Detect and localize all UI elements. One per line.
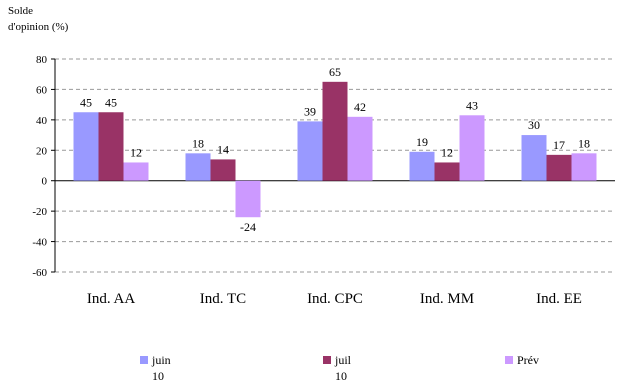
y-axis-label-line1: Solde <box>8 5 34 17</box>
x-category-label: Ind. AA <box>87 291 136 307</box>
bar <box>571 153 597 181</box>
y-tick-label: 40 <box>36 115 48 127</box>
legend-swatch <box>140 356 148 364</box>
bar <box>347 116 373 181</box>
bar <box>185 153 211 181</box>
data-label: 45 <box>80 95 92 109</box>
bar <box>459 115 485 181</box>
data-label: 45 <box>105 95 117 109</box>
legend-label: juin 10 <box>152 353 171 383</box>
y-tick-label: 80 <box>36 54 48 66</box>
data-label: 30 <box>528 118 540 132</box>
x-category-label: Ind. TC <box>200 291 246 307</box>
legend-item: Prév <box>505 352 547 368</box>
y-tick-label: -20 <box>32 206 47 218</box>
legend-label: Prév <box>517 353 539 367</box>
bar <box>123 162 149 181</box>
data-label: 14 <box>217 142 229 156</box>
data-label: 12 <box>130 145 142 159</box>
data-label: 12 <box>441 145 453 159</box>
y-tick-label: 20 <box>36 145 48 157</box>
x-category-label: Ind. EE <box>536 291 582 307</box>
y-tick-label: -40 <box>32 237 47 249</box>
legend-label: juil 10 <box>335 353 352 383</box>
legend-item: juil 10 <box>323 352 365 384</box>
data-label: 43 <box>466 98 478 112</box>
y-tick-label: 0 <box>42 176 48 188</box>
y-axis-label-line2: d'opinion (%) <box>8 21 69 33</box>
y-tick-label: -60 <box>32 267 47 279</box>
bar <box>409 151 435 181</box>
legend-item: juin 10 <box>140 352 182 384</box>
data-label: 18 <box>192 136 204 150</box>
legend-swatch <box>505 356 513 364</box>
data-label: 19 <box>416 135 428 149</box>
bar <box>235 180 261 218</box>
bar <box>322 81 348 181</box>
data-label: 65 <box>329 65 341 79</box>
y-tick-label: 60 <box>36 84 48 96</box>
bar <box>297 121 323 181</box>
data-label: -24 <box>240 220 256 234</box>
bar <box>73 112 99 181</box>
x-category-label: Ind. CPC <box>307 291 363 307</box>
bar <box>210 159 236 181</box>
bar <box>98 112 124 181</box>
bar <box>546 154 572 181</box>
data-label: 39 <box>304 104 316 118</box>
bar <box>521 135 547 181</box>
x-category-label: Ind. MM <box>420 291 474 307</box>
legend-swatch <box>323 356 331 364</box>
bar <box>434 162 460 181</box>
data-label: 17 <box>553 138 565 152</box>
data-label: 18 <box>578 136 590 150</box>
data-label: 42 <box>354 100 366 114</box>
